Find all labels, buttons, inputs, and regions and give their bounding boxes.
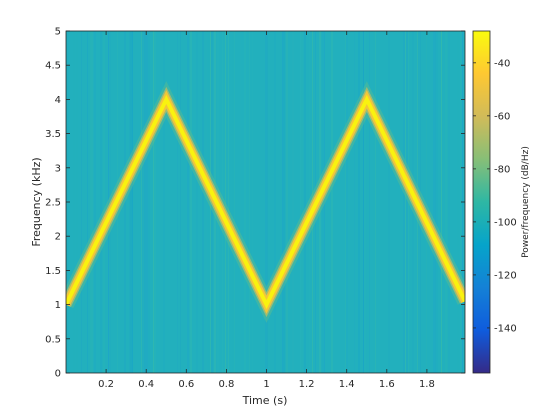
- x-axis: 0.2 0.4 0.6 0.8 1 1.2 1.4 1.6 1.8: [98, 31, 435, 390]
- colorbar-tick-label: -140: [494, 323, 517, 334]
- frequency-ridge: [66, 81, 465, 323]
- colorbar-tick-label: -80: [494, 164, 510, 175]
- x-tick-label: 1.2: [299, 379, 315, 390]
- y-tick-label: 1.5: [45, 266, 61, 277]
- x-axis-label: Time (s): [242, 394, 288, 407]
- colorbar-tick-label: -120: [494, 270, 517, 281]
- ridge-line-layer-4: [66, 94, 465, 310]
- x-tick-label: 1.4: [339, 379, 355, 390]
- y-tick-label: 3.5: [45, 129, 61, 140]
- x-tick-label: 1.8: [419, 379, 435, 390]
- colorbar-tick-label: -60: [494, 111, 510, 122]
- x-tick-label: 0.4: [138, 379, 154, 390]
- colorbar-gradient: [472, 30, 491, 374]
- y-tick-label: 4.5: [45, 61, 61, 72]
- x-tick-label: 1.6: [379, 379, 395, 390]
- x-tick-label: 0.2: [98, 379, 114, 390]
- y-tick-label: 4: [55, 95, 61, 106]
- colorbar-tick-label: -100: [494, 217, 517, 228]
- colorbar-label: Power/frequency (dB/Hz): [521, 146, 531, 258]
- y-tick-label: 2.5: [45, 198, 61, 209]
- colorbar-tick-label: -40: [494, 58, 510, 69]
- x-tick-label: 0.6: [178, 379, 194, 390]
- y-tick-label: 3: [55, 163, 61, 174]
- x-tick-label: 0.8: [218, 379, 234, 390]
- noise-stripes: [67, 31, 463, 373]
- y-axis-label: Frequency (kHz): [30, 157, 43, 246]
- x-tick-label: 1: [263, 379, 269, 390]
- colorbar: -40 -60 -80 -100 -120 -140 Power/frequency (d…: [472, 30, 531, 374]
- y-axis: 0 0.5 1 1.5 2 2.5 3 3.5 4 4.5 5: [45, 27, 465, 380]
- y-tick-label: 1: [55, 300, 61, 311]
- y-tick-label: 2: [55, 232, 61, 243]
- y-tick-label: 0: [55, 369, 61, 380]
- colorbar-ticks: -40 -60 -80 -100 -120 -140: [473, 58, 517, 334]
- plot-area: [66, 31, 465, 373]
- y-tick-label: 0.5: [45, 334, 61, 345]
- y-tick-label: 5: [55, 27, 61, 38]
